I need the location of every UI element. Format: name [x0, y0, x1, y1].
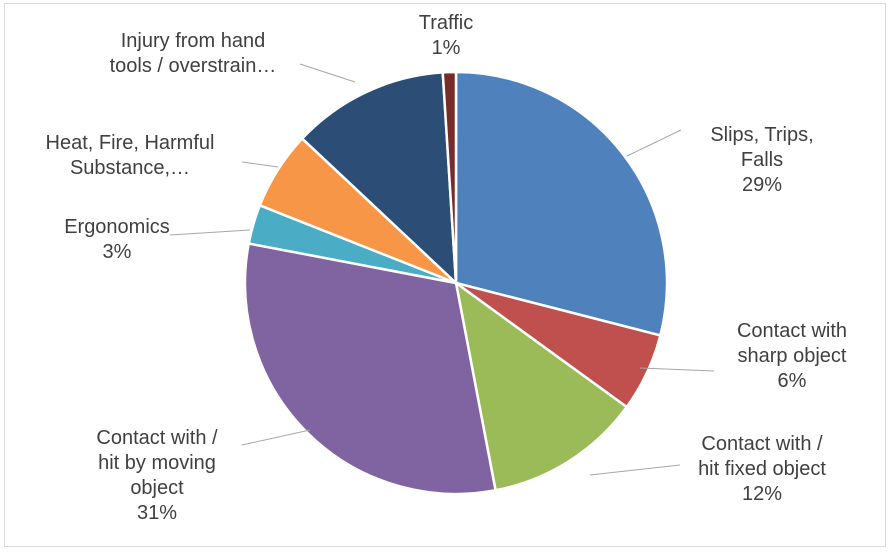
slice-label-5: Heat, Fire, Harmful Substance,…	[46, 132, 215, 179]
pie-slice-3	[243, 242, 497, 496]
slice-label-2: Contact with / hit fixed object 12%	[698, 433, 826, 505]
slice-label-3: Contact with / hit by moving object 31%	[96, 427, 218, 524]
leader-line-5	[241, 161, 279, 168]
slice-label-1: Contact with sharp object 6%	[737, 320, 847, 392]
leader-line-4	[169, 229, 251, 236]
leader-line-0	[626, 129, 682, 157]
slice-label-7: Traffic 1%	[419, 12, 473, 59]
leader-line-1	[639, 367, 715, 372]
leader-line-6	[299, 63, 356, 83]
pie-slice-7	[441, 70, 458, 284]
leader-line-2	[589, 464, 681, 476]
slice-label-4: Ergonomics 3%	[64, 216, 170, 263]
slice-label-6: Injury from hand tools / overstrain…	[110, 30, 277, 77]
pie-slice-2	[454, 280, 629, 492]
slice-label-0: Slips, Trips, Falls 29%	[710, 124, 813, 196]
pie-slice-0	[454, 70, 669, 337]
pie-slice-6	[300, 71, 458, 287]
leader-line-3	[241, 429, 311, 446]
